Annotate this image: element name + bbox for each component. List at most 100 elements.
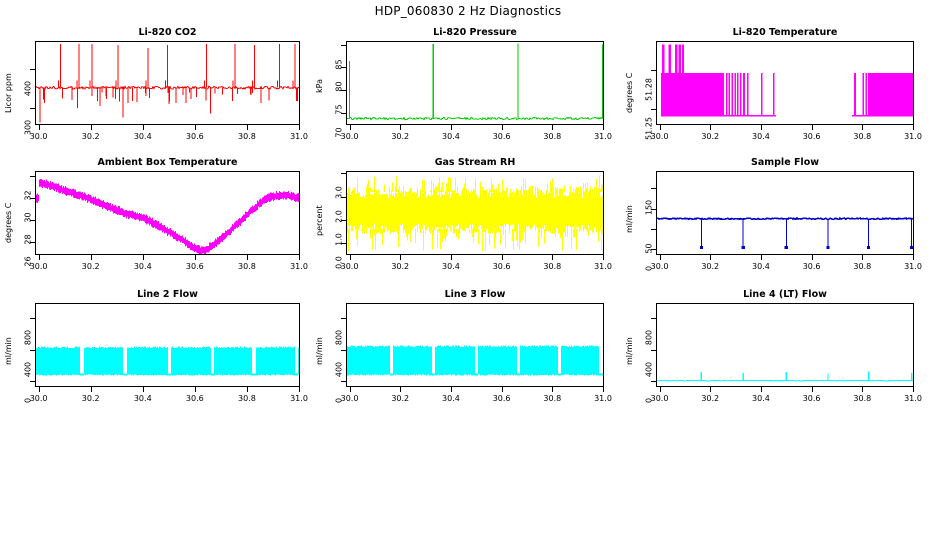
x-tick-mark bbox=[552, 125, 553, 130]
x-tick-mark bbox=[143, 255, 144, 260]
y-tick-mark bbox=[30, 318, 35, 319]
x-tick-mark bbox=[39, 125, 40, 130]
x-tick-label: 30.0 bbox=[650, 132, 669, 141]
plot-area bbox=[656, 41, 914, 125]
panel-title: Sample Flow bbox=[750, 157, 819, 168]
x-tick-label: 30.6 bbox=[185, 262, 204, 271]
y-tick-mark bbox=[341, 67, 346, 68]
x-tick-mark bbox=[603, 387, 604, 392]
x-tick-label: 31.0 bbox=[904, 262, 922, 271]
x-tick-label: 30.2 bbox=[701, 394, 720, 403]
x-tick-label: 30.4 bbox=[133, 132, 152, 141]
y-tick-mark bbox=[30, 176, 35, 177]
x-tick-mark bbox=[451, 255, 452, 260]
plot-area bbox=[35, 171, 300, 255]
y-tick-mark bbox=[651, 229, 656, 230]
x-tick-label: 31.0 bbox=[290, 262, 308, 271]
y-tick-mark bbox=[30, 381, 35, 382]
series-canvas bbox=[36, 43, 299, 123]
x-tick-mark bbox=[660, 387, 661, 392]
series-canvas bbox=[347, 175, 603, 252]
x-tick-mark bbox=[812, 255, 813, 260]
y-tick-mark bbox=[341, 318, 346, 319]
panel-title: Ambient Box Temperature bbox=[97, 157, 238, 168]
y-tick-mark bbox=[651, 318, 656, 319]
x-tick-mark bbox=[195, 125, 196, 130]
x-tick-mark bbox=[710, 125, 711, 130]
y-tick-mark bbox=[341, 350, 346, 351]
plot-area bbox=[346, 171, 604, 255]
x-tick-label: 30.8 bbox=[853, 262, 872, 271]
y-tick-mark bbox=[651, 381, 656, 382]
x-tick-label: 30.4 bbox=[133, 394, 152, 403]
x-tick-mark bbox=[299, 255, 300, 260]
panel-title: Li-820 Temperature bbox=[732, 27, 838, 38]
x-tick-label: 30.8 bbox=[238, 262, 256, 271]
x-tick-mark bbox=[400, 125, 401, 130]
x-tick-mark bbox=[143, 125, 144, 130]
y-tick-mark bbox=[30, 69, 35, 70]
x-tick-label: 30.4 bbox=[133, 262, 152, 271]
x-tick-label: 31.0 bbox=[290, 394, 308, 403]
y-tick-mark bbox=[651, 109, 656, 110]
x-tick-label: 30.4 bbox=[752, 262, 770, 271]
x-tick-mark bbox=[400, 255, 401, 260]
x-tick-mark bbox=[862, 387, 863, 392]
panel-title: Gas Stream RH bbox=[434, 157, 516, 168]
x-tick-mark bbox=[299, 387, 300, 392]
y-tick-mark bbox=[30, 350, 35, 351]
x-tick-mark bbox=[710, 255, 711, 260]
x-tick-label: 30.2 bbox=[391, 262, 410, 271]
x-tick-mark bbox=[710, 387, 711, 392]
x-tick-mark bbox=[761, 255, 762, 260]
x-tick-mark bbox=[502, 255, 503, 260]
x-tick-label: 30.6 bbox=[185, 394, 204, 403]
panel-title: Line 3 Flow bbox=[444, 289, 506, 300]
x-tick-mark bbox=[502, 125, 503, 130]
x-tick-label: 30.0 bbox=[29, 132, 48, 141]
plot-area bbox=[346, 303, 604, 387]
y-tick-mark bbox=[341, 90, 346, 91]
x-tick-mark bbox=[603, 125, 604, 130]
panel-title: Line 2 Flow bbox=[137, 289, 198, 300]
x-tick-label: 30.8 bbox=[853, 394, 872, 403]
x-tick-mark bbox=[143, 387, 144, 392]
y-tick-label: 800 bbox=[644, 330, 654, 346]
series-canvas bbox=[657, 371, 913, 382]
x-tick-label: 30.6 bbox=[802, 132, 821, 141]
x-tick-mark bbox=[91, 387, 92, 392]
panel-title: Line 4 (LT) Flow bbox=[743, 289, 827, 300]
x-tick-label: 30.4 bbox=[752, 132, 770, 141]
x-tick-label: 30.4 bbox=[442, 262, 460, 271]
y-tick-mark bbox=[341, 243, 346, 244]
y-tick-mark bbox=[30, 220, 35, 221]
x-tick-label: 30.2 bbox=[81, 262, 100, 271]
x-tick-label: 30.2 bbox=[701, 132, 720, 141]
x-tick-label: 30.6 bbox=[492, 262, 511, 271]
y-tick-mark bbox=[341, 381, 346, 382]
y-tick-mark bbox=[341, 197, 346, 198]
y-tick-mark bbox=[651, 188, 656, 189]
y-tick-mark bbox=[30, 108, 35, 109]
x-tick-mark bbox=[660, 255, 661, 260]
panel-title: Li-820 Pressure bbox=[433, 27, 517, 38]
x-tick-label: 30.0 bbox=[29, 262, 48, 271]
x-tick-mark bbox=[400, 387, 401, 392]
x-tick-label: 30.0 bbox=[340, 394, 359, 403]
x-tick-mark bbox=[91, 255, 92, 260]
plot-area bbox=[656, 171, 914, 255]
x-tick-mark bbox=[350, 387, 351, 392]
x-tick-mark bbox=[660, 125, 661, 130]
figure-title: HDP_060830 2 Hz Diagnostics bbox=[374, 4, 562, 18]
x-tick-label: 30.4 bbox=[752, 394, 770, 403]
y-tick-mark bbox=[651, 350, 656, 351]
x-tick-label: 31.0 bbox=[290, 132, 308, 141]
series-canvas bbox=[36, 178, 299, 254]
plot-area bbox=[35, 303, 300, 387]
